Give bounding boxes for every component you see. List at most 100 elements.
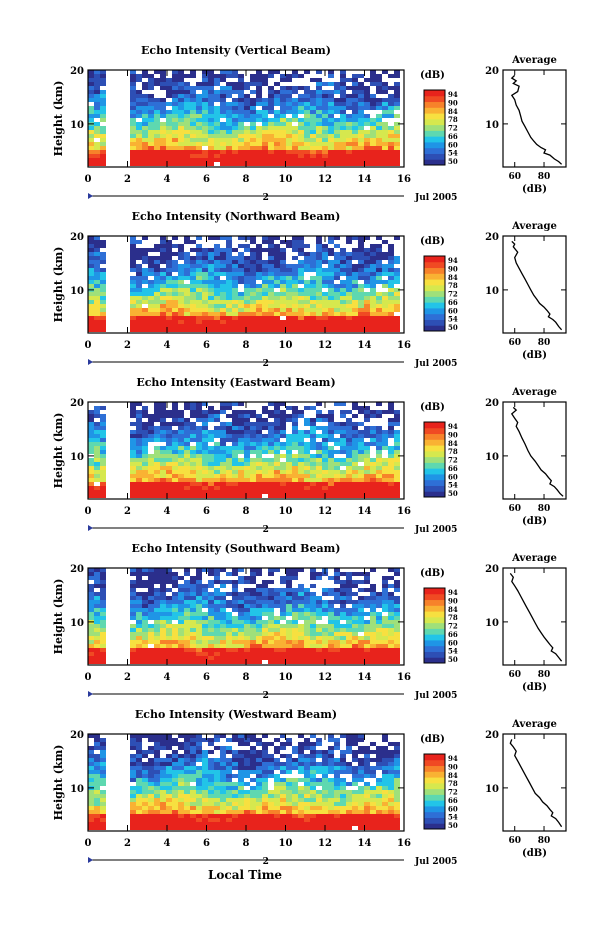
heatmap-cell bbox=[226, 616, 232, 620]
heatmap-cell bbox=[238, 126, 244, 130]
heatmap-cell bbox=[322, 260, 328, 264]
colorbar-swatch bbox=[424, 279, 445, 286]
heatmap-cell bbox=[274, 102, 280, 106]
heatmap-cell bbox=[232, 754, 238, 758]
heatmap-cell bbox=[94, 438, 100, 442]
heatmap-cell bbox=[358, 478, 364, 482]
heatmap-cell bbox=[394, 470, 400, 474]
heatmap-cell bbox=[340, 134, 346, 138]
heatmap-cell bbox=[208, 74, 214, 78]
heatmap-cell bbox=[310, 462, 316, 466]
heatmap-cell bbox=[298, 268, 304, 272]
heatmap-cell bbox=[280, 478, 286, 482]
heatmap-cell bbox=[286, 466, 292, 470]
heatmap-cell bbox=[208, 126, 214, 130]
heatmap-cell bbox=[142, 276, 148, 280]
heatmap-cell bbox=[160, 236, 166, 240]
heatmap-cell bbox=[202, 142, 208, 146]
heatmap-cell bbox=[286, 78, 292, 82]
heatmap-cell bbox=[394, 154, 400, 158]
heatmap-cell bbox=[238, 742, 244, 746]
heatmap-cell bbox=[148, 126, 154, 130]
heatmap-cell bbox=[166, 636, 172, 640]
heatmap-cell bbox=[316, 770, 322, 774]
heatmap-cell bbox=[238, 296, 244, 300]
heatmap-cell bbox=[94, 746, 100, 750]
heatmap-cell bbox=[316, 738, 322, 742]
heatmap-cell bbox=[340, 584, 346, 588]
heatmap-cell bbox=[244, 418, 250, 422]
heatmap-cell bbox=[340, 644, 346, 648]
heatmap-cell bbox=[226, 422, 232, 426]
heatmap-cell bbox=[172, 612, 178, 616]
heatmap-cell bbox=[154, 604, 160, 608]
heatmap-cell bbox=[238, 236, 244, 240]
heatmap-cell bbox=[88, 264, 94, 268]
heatmap-cell bbox=[238, 260, 244, 264]
heatmap-cell bbox=[202, 138, 208, 142]
heatmap-cell bbox=[154, 608, 160, 612]
heatmap-cell bbox=[130, 494, 136, 498]
heatmap-cell bbox=[244, 762, 250, 766]
heatmap-cell bbox=[346, 312, 352, 316]
heatmap-cell bbox=[394, 790, 400, 794]
heatmap-cell bbox=[154, 134, 160, 138]
heatmap-cell bbox=[310, 734, 316, 738]
heatmap-cell bbox=[130, 312, 136, 316]
heatmap-cell bbox=[340, 106, 346, 110]
heatmap-cell bbox=[202, 616, 208, 620]
heatmap-cell bbox=[370, 494, 376, 498]
heatmap-cell bbox=[370, 490, 376, 494]
heatmap-cell bbox=[148, 786, 154, 790]
heatmap-cell bbox=[202, 778, 208, 782]
heatmap-cell bbox=[328, 750, 334, 754]
heatmap-cell bbox=[184, 648, 190, 652]
heatmap-cell bbox=[220, 644, 226, 648]
heatmap-cell bbox=[388, 778, 394, 782]
heatmap-cell bbox=[154, 738, 160, 742]
heatmap-cell bbox=[370, 588, 376, 592]
heatmap-cell bbox=[334, 624, 340, 628]
heatmap-cell bbox=[298, 742, 304, 746]
heatmap-cell bbox=[364, 786, 370, 790]
heatmap-cell bbox=[328, 734, 334, 738]
heatmap-cell bbox=[262, 462, 268, 466]
heatmap-cell bbox=[202, 162, 208, 166]
heatmap-cell bbox=[376, 150, 382, 154]
heatmap-cell bbox=[298, 98, 304, 102]
heatmap-cell bbox=[232, 774, 238, 778]
heatmap-cell bbox=[100, 150, 106, 154]
heatmap-cell bbox=[220, 268, 226, 272]
heatmap-cell bbox=[292, 442, 298, 446]
heatmap-cell bbox=[382, 632, 388, 636]
heatmap-cell bbox=[226, 130, 232, 134]
heatmap-cell bbox=[160, 644, 166, 648]
heatmap-cell bbox=[388, 596, 394, 600]
heatmap-cell bbox=[136, 320, 142, 324]
heatmap-cell bbox=[148, 624, 154, 628]
heatmap-cell bbox=[340, 652, 346, 656]
heatmap-cell bbox=[280, 734, 286, 738]
heatmap-cell bbox=[238, 624, 244, 628]
heatmap-cell bbox=[376, 86, 382, 90]
heatmap-cell bbox=[286, 434, 292, 438]
heatmap-cell bbox=[382, 98, 388, 102]
heatmap-cell bbox=[238, 656, 244, 660]
heatmap-cell bbox=[214, 324, 220, 328]
heatmap-cell bbox=[280, 762, 286, 766]
colorbar-tick-label: 90 bbox=[448, 98, 458, 107]
heatmap-cell bbox=[178, 158, 184, 162]
heatmap-cell bbox=[178, 248, 184, 252]
heatmap-cell bbox=[196, 236, 202, 240]
heatmap-cell bbox=[280, 142, 286, 146]
heatmap-cell bbox=[280, 74, 286, 78]
heatmap-cell bbox=[184, 252, 190, 256]
heatmap-cell bbox=[160, 738, 166, 742]
colorbar-swatch bbox=[424, 622, 445, 629]
profile-y-tick-label: 10 bbox=[485, 286, 499, 297]
heatmap-cell bbox=[394, 98, 400, 102]
heatmap-cell bbox=[352, 422, 358, 426]
heatmap-cell bbox=[88, 272, 94, 276]
heatmap-cell bbox=[340, 604, 346, 608]
heatmap-cell bbox=[190, 794, 196, 798]
